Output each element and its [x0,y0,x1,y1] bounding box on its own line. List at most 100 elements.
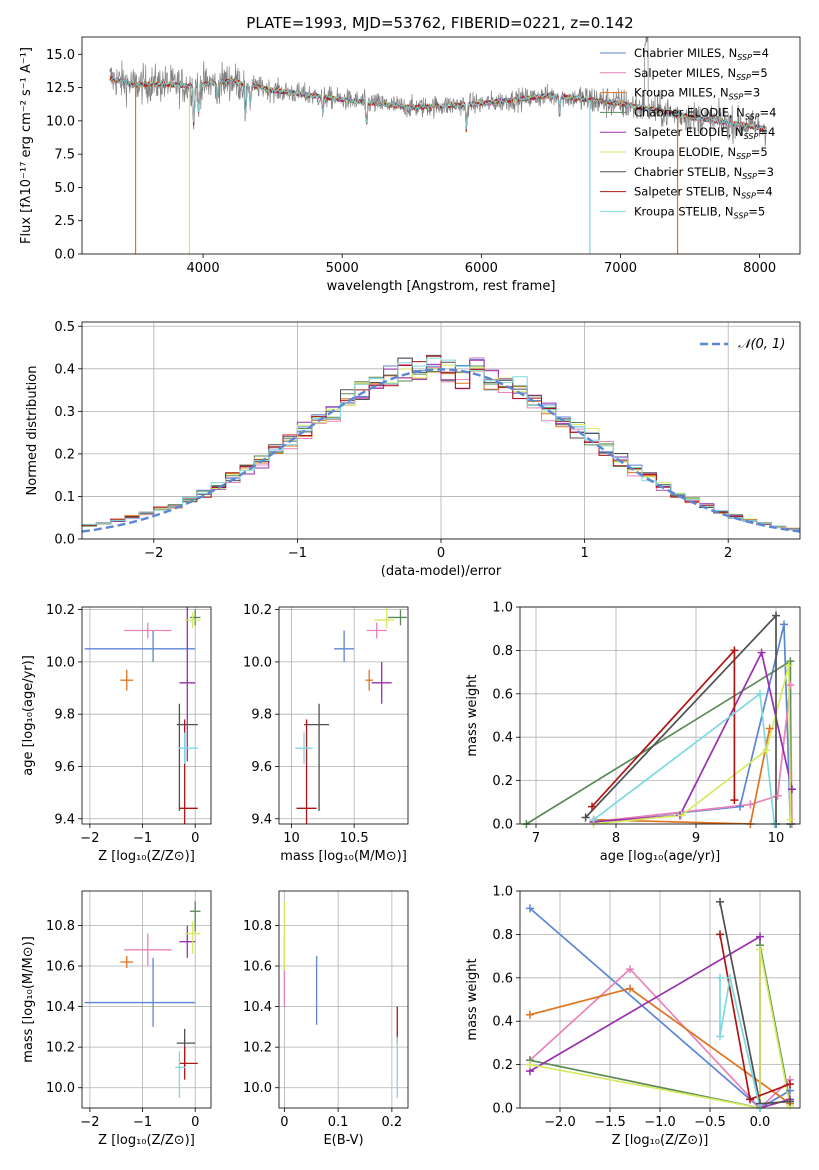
plot-area [283,901,398,1098]
weight-marker [626,965,634,974]
x-axis-label: mass [log₁₀(M/M⊙)] [280,849,407,864]
x-tick-label: 10 [768,831,785,846]
legend-label: Kroupa MILES, NSSP=3 [634,86,760,102]
legend-label-base: Kroupa MILES, N [634,86,729,100]
legend-label-tail: =5 [751,66,768,80]
x-tick-label: 0.1 [328,1115,349,1130]
weight-marker [780,620,788,629]
legend-label-sub: SSP [737,53,752,62]
axes-frame [81,36,801,255]
y-tick-label: 0.0 [54,533,75,548]
x-tick-label: 0.2 [382,1115,403,1130]
legend-label-tail: =4 [752,46,769,60]
weight-marker [746,1095,754,1104]
x-tick-label: 2 [724,546,732,561]
y-tick-label: 5.0 [54,181,75,196]
x-tick-label: 10 [283,831,300,846]
axes-frame [278,890,409,1109]
x-tick-label: 0 [191,831,199,846]
legend-label-tail: =3 [757,165,774,179]
legend-label-sub: SSP [736,73,751,82]
legend-label-base: Chabrier STELIB, N [634,165,742,179]
legend-label-sub: SSP [741,192,756,201]
y-tick-label: 10.2 [243,603,272,618]
y-tick-label: 10.0 [46,1081,75,1096]
y-tick-label: 0.0 [492,1102,513,1117]
legend-label-base: Kroupa ELODIE, N [634,145,736,159]
legend: 𝒩(0, 1) [700,337,785,352]
axes-frame [519,890,801,1109]
legend-label-base: Chabrier ELODIE, N [634,105,745,119]
weight-marker [526,904,534,913]
weight-marker [581,813,590,822]
x-tick-label: −1.0 [644,1115,676,1130]
x-tick-label: −1 [288,546,307,561]
axes-frame [519,606,801,825]
legend-label-base: Salpeter MILES, N [634,66,736,80]
weight-marker [746,800,755,809]
legend-label-sub: SSP [729,93,744,102]
y-tick-label: 10.4 [243,1000,272,1015]
y-tick-label: 10.2 [46,603,75,618]
x-tick-label: 4000 [187,261,220,276]
axes-frame [81,890,212,1109]
y-tick-label: 0.2 [492,774,513,789]
x-tick-label: −1 [133,1115,152,1130]
plot-area [82,354,800,533]
y-tick-label: 9.4 [54,812,75,827]
axes-frame [81,321,801,540]
panel-6: 0 0.1 0.2 10.0 10.2 10.4 10.6 10.8 E(B-V) [243,890,409,1148]
y-axis-label: mass weight [465,674,480,756]
y-tick-label: 10.6 [243,960,272,975]
weight-line-kroupa-stelib [719,977,761,1108]
y-tick-label: 10.2 [46,1041,75,1056]
y-axis-label: Flux [fλ10⁻¹⁷ erg cm⁻² s⁻¹ A⁻¹] [19,47,34,244]
legend-label-base: Salpeter STELIB, N [634,185,741,199]
grid-lines [82,607,211,824]
weight-marker [716,930,724,939]
axes-frame [81,606,212,825]
weight-marker [762,746,771,755]
weight-marker [677,811,686,820]
y-tick-label: 10.0 [46,655,75,670]
normal-curve [82,368,800,533]
y-tick-label: 0.0 [492,818,513,833]
x-tick-label: −0.5 [694,1115,726,1130]
weight-marker [716,1032,724,1041]
x-tick-label: 0.0 [750,1115,771,1130]
legend-label-base: Chabrier MILES, N [634,46,737,60]
weight-marker [736,802,744,811]
y-tick-label: 2.5 [54,214,75,229]
y-tick-label: 9.6 [251,760,272,775]
y-tick-label: 9.8 [251,708,272,723]
x-tick-label: 8000 [743,261,776,276]
weight-marker [786,815,795,824]
plot-area [529,901,791,1108]
weight-line-chabrier-elodie [525,659,792,824]
weight-marker [726,973,734,982]
legend-label-tail: =5 [751,145,768,159]
legend-label-tail: =4 [758,125,775,139]
legend-label-sub: SSP [745,112,760,121]
y-tick-label: 7.5 [54,148,75,163]
x-tick-label: 1 [580,546,588,561]
weight-marker [756,945,764,954]
legend-label: 𝒩(0, 1) [738,337,785,352]
y-tick-label: 0.8 [492,928,513,943]
y-tick-label: 0.2 [54,447,75,462]
legend-label: Chabrier MILES, NSSP=4 [634,46,769,62]
x-tick-label: 6000 [465,261,498,276]
axes-frame [278,606,409,825]
x-tick-label: 8 [612,831,620,846]
x-tick-label: −2 [80,831,99,846]
weight-marker [716,897,724,906]
panel-7: −2.0 −1.5 −1.0 −0.5 0.0 0.0 0.2 0.4 0.6 0.8 1.0 Z [… [465,885,801,1148]
weight-marker [626,984,634,993]
x-axis-label: Z [log₁₀(Z/Z⊙)] [98,1133,195,1148]
x-tick-label: −2.0 [544,1115,576,1130]
weight-line-chabrier-stelib [719,901,791,1105]
y-tick-label: 10.0 [243,1081,272,1096]
y-tick-label: 10.0 [243,655,272,670]
y-tick-label: 0.3 [54,405,75,420]
